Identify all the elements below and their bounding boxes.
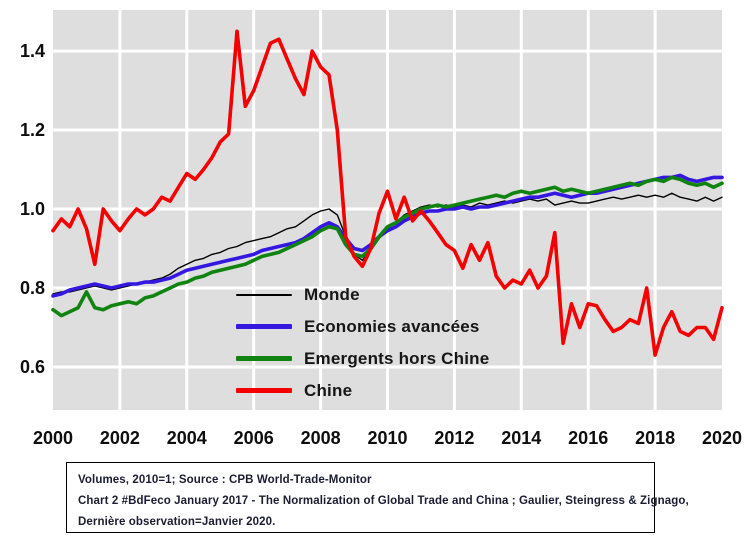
x-tick-label: 2012 [434,428,474,448]
y-tick-label: 0.6 [20,357,45,377]
x-tick-label: 2010 [367,428,407,448]
x-tick-label: 2014 [501,428,541,448]
caption-line-reference: Chart 2 #BdFeco January 2017 - The Norma… [78,495,689,507]
source-caption-box: Volumes, 2010=1; Source : CPB World-Trad… [66,462,689,533]
x-tick-label: 2006 [234,428,274,448]
caption-line-source: Volumes, 2010=1; Source : CPB World-Trad… [78,474,372,486]
legend-line-swatch-chine [236,388,292,393]
y-tick-label: 0.8 [20,278,45,298]
legend-label-monde: Monde [304,284,360,304]
series-line-chine [51,29,724,357]
legend-item-emergents-hors-chine: Emergents hors Chine [236,348,489,369]
x-tick-label: 2004 [167,428,207,448]
x-tick-label: 2002 [100,428,140,448]
legend-item-economies-avancees: Economies avancées [236,316,489,337]
series-line-emergents-hors-chine [51,175,724,318]
legend-line-swatch-economies-avancees [236,324,292,329]
legend-item-monde: Monde [236,284,489,305]
legend: Monde Economies avancées Emergents hors … [236,284,489,412]
legend-label-economies-avancees: Economies avancées [304,316,480,336]
legend-line-swatch-emergents-hors-chine [236,356,292,361]
caption-line-last-observation: Dernière observation=Janvier 2020. [78,516,276,528]
legend-item-chine: Chine [236,380,489,401]
x-tick-label: 2020 [702,428,742,448]
legend-label-chine: Chine [304,380,353,400]
line-chart: 2000 2002 2004 2006 2008 2010 2012 2014 2016 2018… [20,10,742,448]
x-tick-label: 2016 [568,428,608,448]
x-tick-label: 2018 [635,428,675,448]
y-tick-label: 1.0 [20,199,45,219]
legend-label-emergents-hors-chine: Emergents hors Chine [304,348,490,368]
x-tick-label: 2008 [301,428,341,448]
x-tick-label: 2000 [33,428,73,448]
series-line-economies-avancees [51,173,724,298]
y-tick-label: 1.2 [20,120,45,140]
y-tick-label: 1.4 [20,41,45,61]
legend-line-swatch-monde [236,293,292,296]
